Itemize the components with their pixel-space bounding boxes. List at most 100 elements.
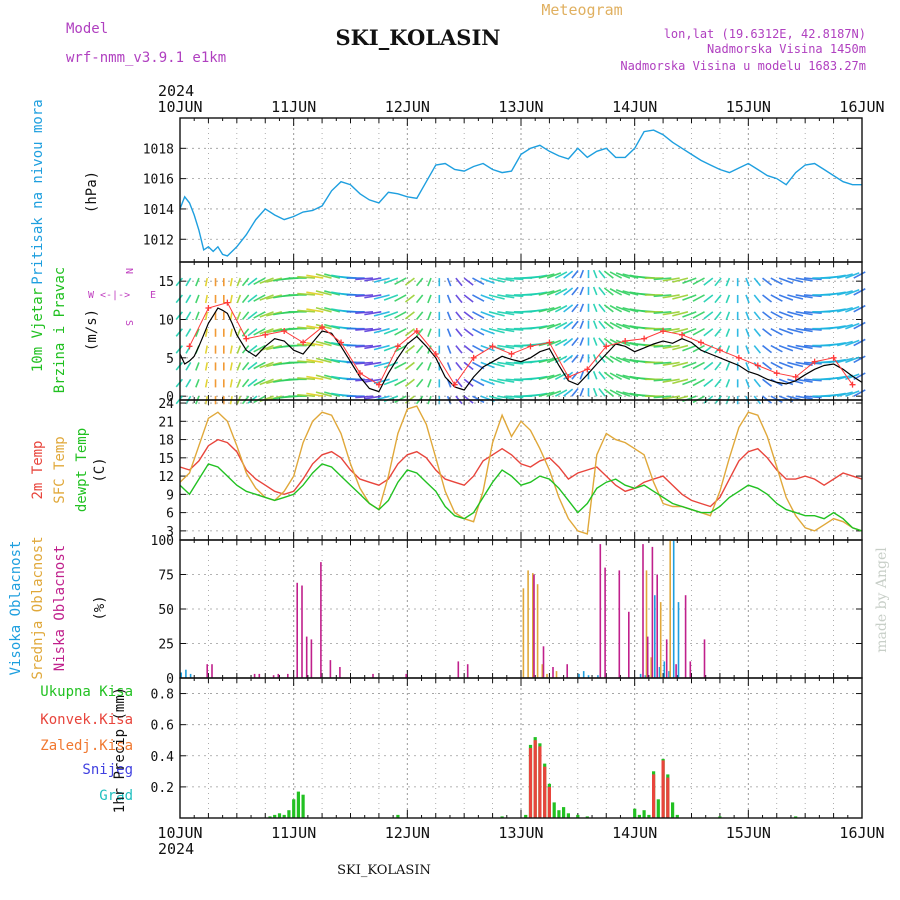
bar-ukupna-kisa xyxy=(585,816,589,818)
wind-barb xyxy=(404,361,415,371)
wind-barb xyxy=(682,361,697,369)
wind-barb xyxy=(836,273,853,279)
wind-barb xyxy=(415,361,424,371)
wind-barb xyxy=(592,269,598,279)
bar-niska-oblacnost xyxy=(703,639,706,678)
dir-legend-n: N xyxy=(123,268,134,274)
dir-legend-e: E xyxy=(150,290,156,301)
pressure-label: Pritisak na nivou mora xyxy=(30,99,46,284)
bar-ukupna-kisa xyxy=(647,814,651,818)
bar-niska-oblacnost xyxy=(305,636,308,678)
wind-panel: 0 5 10 15 xyxy=(158,261,866,405)
wind-barb xyxy=(229,362,233,371)
bar-niska-oblacnost xyxy=(646,636,649,678)
top-day-label: 13JUN xyxy=(498,98,543,116)
pressure-panel: 1012 1014 1016 1018 xyxy=(143,117,863,263)
y-tick-label: 1018 xyxy=(143,142,174,157)
wind-barb xyxy=(753,311,762,320)
wind-barb xyxy=(373,327,390,334)
wind-barb xyxy=(373,294,390,300)
temp-label-sfc: SFC Temp xyxy=(52,436,68,503)
wind-barb xyxy=(598,286,606,296)
wind-barb xyxy=(787,277,804,283)
gust-point xyxy=(546,339,553,346)
wind-barb xyxy=(497,344,515,350)
wind-barb xyxy=(853,321,866,330)
wind-barb xyxy=(497,277,515,282)
gust-point xyxy=(697,339,704,346)
bar-ukupna-kisa xyxy=(671,802,675,818)
wind-barb xyxy=(497,327,515,333)
temp-unit: (C) xyxy=(92,457,108,482)
credit-text: made by Angel xyxy=(874,547,890,653)
wind-barb xyxy=(297,292,316,296)
bar-niska-oblacnost xyxy=(665,639,668,678)
wind-barb xyxy=(845,390,860,397)
wind-barb xyxy=(247,378,258,387)
wind-barb xyxy=(598,388,606,397)
wind-barb xyxy=(538,374,555,381)
wind-barb xyxy=(762,378,773,387)
wind-barb xyxy=(745,294,750,304)
wind-barb xyxy=(259,361,274,369)
precip-label-conv: Konvek.Kisa xyxy=(40,712,133,728)
wind-barb xyxy=(778,311,794,318)
wind-barb xyxy=(853,338,866,347)
bar-konvek-kisa xyxy=(661,760,665,818)
bar-niska-oblacnost xyxy=(339,667,341,678)
bar-konvek-kisa xyxy=(547,786,551,818)
wind-barb xyxy=(762,361,773,371)
wind-label-1: 10m Vjetar xyxy=(30,288,46,372)
wind-barb xyxy=(725,362,731,371)
bar-niska-oblacnost xyxy=(310,639,313,678)
wind-barb xyxy=(682,277,697,285)
bar-konvek-kisa xyxy=(652,774,656,818)
gust-point xyxy=(489,343,496,350)
wind-barb xyxy=(653,277,672,281)
wind-barb xyxy=(609,288,623,296)
y-tick-label: 100 xyxy=(151,534,174,549)
wind-barb xyxy=(653,294,672,298)
y-tick-label: 1016 xyxy=(143,173,174,188)
wind-barb xyxy=(592,286,598,296)
top-day-label: 11JUN xyxy=(271,98,316,116)
wind-barb xyxy=(836,357,853,364)
wind-barb xyxy=(795,378,813,383)
wind-barb xyxy=(315,357,332,364)
bar-ukupna-kisa xyxy=(396,814,400,818)
bar-niska-oblacnost xyxy=(689,661,692,678)
wind-barb xyxy=(598,303,606,313)
wind-barb xyxy=(488,277,505,283)
wind-barb xyxy=(609,321,623,330)
bar-visoka-oblacnost xyxy=(644,675,647,678)
wind-barb xyxy=(480,277,495,285)
bar-konvek-kisa xyxy=(666,777,670,818)
wind-barb xyxy=(615,356,631,364)
wind-barb xyxy=(714,311,722,320)
wind-barb xyxy=(571,337,579,347)
bar-niska-oblacnost xyxy=(675,664,677,678)
wind-barb xyxy=(463,344,474,354)
wind-barb xyxy=(175,294,183,304)
y-tick-label: 18 xyxy=(158,434,174,449)
wind-barb xyxy=(692,378,705,387)
gust-point xyxy=(792,374,799,380)
wind-barb xyxy=(836,323,853,330)
wind-barb xyxy=(185,277,192,287)
bar-ukupna-kisa xyxy=(633,808,637,818)
dir-legend-mark: <-|-> xyxy=(100,290,130,301)
bar-ukupna-kisa xyxy=(292,799,296,818)
wind-barb xyxy=(415,378,424,388)
wind-barb xyxy=(355,311,374,315)
wind-barb xyxy=(579,337,585,346)
y-tick-label: 75 xyxy=(158,569,174,584)
wind-barb xyxy=(373,378,390,385)
wind-barb xyxy=(383,361,399,369)
wind-barb xyxy=(554,321,568,330)
bar-srednja-oblacnost xyxy=(645,570,648,678)
wind-barb xyxy=(845,339,860,347)
wind-barb xyxy=(770,311,783,319)
bar-niska-oblacnost xyxy=(296,582,298,678)
wind-barb xyxy=(592,303,598,313)
wind-barb xyxy=(770,327,783,336)
